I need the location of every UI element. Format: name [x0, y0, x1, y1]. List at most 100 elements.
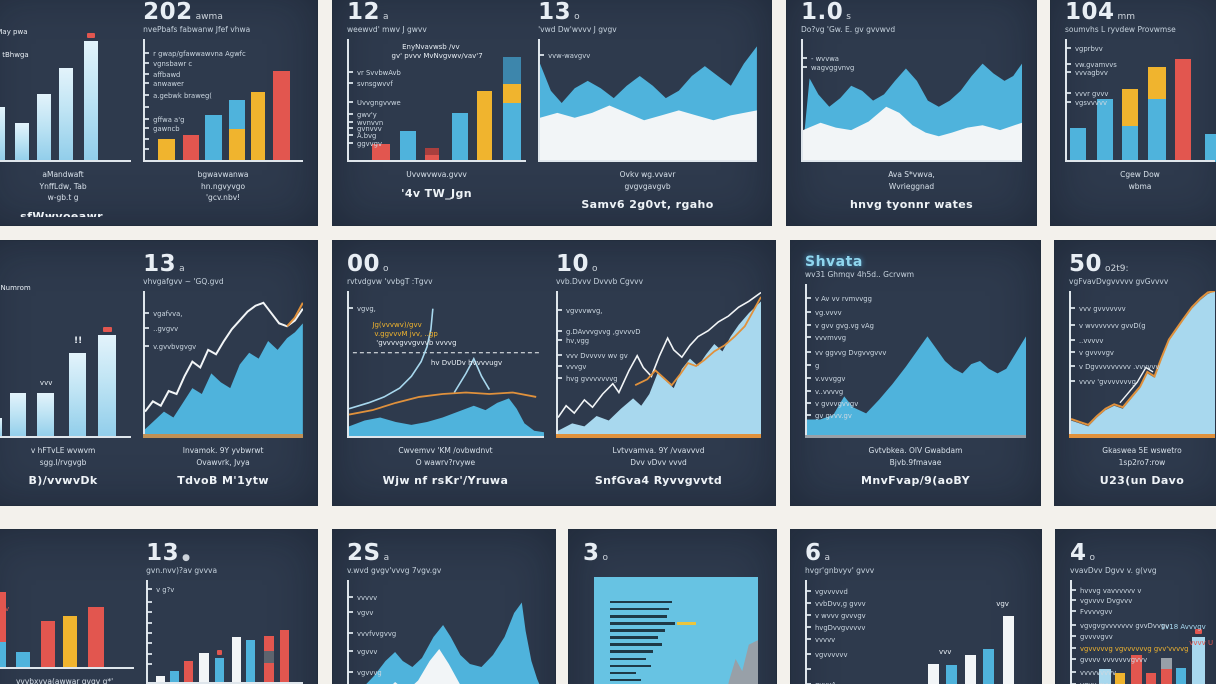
axis-tick-label: vvvmvvg — [815, 333, 847, 342]
bar-segment-red — [264, 663, 274, 684]
axis-tick-mark — [556, 338, 562, 341]
axis-tick-label: vg.vvvv — [815, 309, 842, 318]
dashboard-card-r1d[interactable]: 104 mm soumvhs L ryvdew Provwmse vgprbvv vw.… — [1050, 0, 1216, 226]
chart-subtitle-line: rvtvdgvw 'vvbgT :Tgvv — [347, 277, 433, 286]
bar-segment-blue — [245, 640, 255, 684]
bar-segment-blue — [1204, 133, 1216, 162]
axis-tick-mark — [144, 327, 150, 330]
bar — [63, 616, 78, 669]
axis-tick-label: g.DAvvvgvvg ,gvvvvD — [565, 328, 641, 337]
chart-number-suffix: a — [824, 553, 831, 563]
dashboard-card-r3e[interactable]: 4 o vvavDvv Dgvv v. g(vvg hvvvg vavvvvvv v v… — [1055, 529, 1216, 684]
x-axis-line — [555, 434, 761, 438]
area-layer-white — [540, 105, 757, 162]
bar-segment-red — [264, 636, 274, 651]
axis-tick-label: vgsvvvvv — [1075, 98, 1107, 107]
chart-big-number: 00 — [347, 251, 381, 277]
bar-segment-darkred — [425, 148, 440, 155]
bar-segment-grad — [68, 353, 87, 438]
chart-subtitle: v.wvd gvgv'vvvg 7vgv.gv — [347, 566, 541, 577]
chart-plot: vgafvva, ..gvgvv v.gvvbvgvgv — [143, 290, 303, 438]
chart-annotation: vvv — [939, 648, 952, 657]
dashboard-card-r3b[interactable]: 2S a v.wvd gvgv'vvvg 7vgv.gv vvvvv vgvv vvvfv… — [332, 529, 556, 684]
dashboard-card-r3d[interactable]: 6 a hvgr'gnbvyv' gvvv vgvvvvvd vvbDvv,g gvvv… — [790, 529, 1042, 684]
bar — [0, 107, 5, 162]
bar-segment-white — [928, 663, 939, 684]
dashboard-card-r1a[interactable]: May pwa s tBhwga aMandwaft YnffLdw, Tab w-gb… — [0, 0, 318, 226]
bar — [0, 592, 7, 669]
axis-tick-mark — [802, 56, 807, 59]
bar — [1002, 615, 1014, 684]
axis-tick-label: gvvvA — [815, 681, 836, 684]
slide-text-segment — [677, 622, 697, 625]
slide-panel — [593, 576, 759, 684]
chart-header: 12 a weewvd' mwv J gwvv — [347, 0, 526, 36]
axis-tick-label: v.vvvggv — [815, 375, 846, 384]
axis-tick-mark — [144, 137, 150, 140]
axis-tick-mark — [147, 652, 153, 655]
chart-subtitle-line: vvavDvv Dgvv v. g(vvg — [1070, 566, 1157, 575]
bar — [83, 41, 99, 162]
chart-big-number: 104 — [1065, 0, 1115, 25]
axis-tick-mark — [348, 113, 353, 116]
axis-tick-mark — [144, 72, 150, 75]
axis-tick-label: vgvv gvv — [1080, 681, 1111, 684]
bar-segment-blue — [0, 642, 7, 669]
bar — [245, 640, 255, 684]
chart-number-suffix: a — [179, 264, 185, 274]
dashboard-card-r2b[interactable]: 00 o rvtvdgvw 'vvbgT :Tgvv vgvg, Jg(vvvwv)/g… — [332, 240, 776, 506]
chart-header: 1.0 s Do?vg 'Gw. E. gv gvvwvd — [801, 0, 1022, 36]
dashboard-card-r2d[interactable]: 50 o2t9: vgFvavDvgvvvvv gvGvvvv vvv gvvvvvv… — [1054, 240, 1216, 506]
axis-tick-mark — [1070, 306, 1075, 309]
axis-tick-label: hvg gvvvvvvvg — [565, 375, 618, 384]
axis-tick-label: Fvvvvgvv — [1080, 608, 1113, 617]
axis-tick-label: vvv Dvvvvv wv gv — [565, 351, 628, 360]
chart-number-suffix: o — [1089, 553, 1096, 563]
chart-big-number: 13 — [146, 540, 180, 566]
area-layer-paleblue — [557, 301, 761, 438]
bar-segment-white — [155, 675, 166, 684]
dashboard-card-r2c[interactable]: Shvata wv31 Ghmqv 4h5d.. Gcrvwm v Av vv rv… — [790, 240, 1041, 506]
axis-tick-label: gawncb — [153, 124, 180, 133]
slide-text-line — [610, 664, 651, 668]
dashboard-card-r3a[interactable]: gvv vvvbxvva(awwar gvgv g*'vg C?vwv(vvg A… — [0, 529, 318, 684]
chart-bar: 202 awma nvePbafs fabwanw Jfef vhwa r gwap/… — [143, 0, 303, 217]
card-charts: Shvata wv31 Ghmqv 4h5d.. Gcrvwm v Av vv rv… — [805, 251, 1026, 497]
chart-canvas — [557, 291, 761, 438]
axis-tick-label: v wvvv gvvvgv — [815, 611, 866, 620]
chart-subtitle: wv31 Ghmqv 4h5d.. Gcrvwm — [805, 270, 1026, 281]
bar — [37, 94, 51, 162]
slide-text-line — [610, 607, 670, 611]
chart-caption-line: aMandwaft — [42, 170, 84, 179]
axis-tick-label: a.gebwk braweg( — [153, 91, 212, 100]
axis-tick-label: gvvvv vvvvvvvgvvv — [1080, 655, 1148, 664]
chart-plot: Numrom vvv!! — [0, 284, 132, 438]
chart-captions: Invamok. 9Y yvbwrwt Ovawvrk, Jvya TdvoB M'… — [143, 438, 303, 497]
axis-tick-mark — [348, 631, 353, 634]
axis-tick-mark — [1070, 350, 1075, 353]
bar — [476, 90, 493, 162]
chart-caption-title: sfWwvoeawr. — [20, 209, 106, 217]
axis-tick-label: gvvvvgvv — [1080, 632, 1113, 641]
chart-subtitle: soumvhs L ryvdew Provwmse — [1065, 25, 1215, 36]
axis-tick-mark — [1070, 338, 1075, 341]
chart-caption-line: wbma — [1128, 181, 1152, 191]
bar-segment-red — [425, 154, 440, 162]
chart-captions: bgwavwanwa hn.ngvyvgo 'gcv.nbv! — [143, 162, 303, 217]
chart-annotation: EnyNvavwsb /vv — [402, 43, 460, 52]
axis-tick-label: vr SvvbwAvb — [357, 69, 401, 78]
chart-subtitle-line: vvb.Dvvv Dvvvb Cgvvv — [555, 277, 644, 286]
chart-canvas — [349, 291, 544, 438]
dashboard-card-r1c[interactable]: 1.0 s Do?vg 'Gw. E. gv gvvwvd - wvvwa wagvgg… — [786, 0, 1037, 226]
bar — [425, 148, 440, 162]
card-charts: gvv vvvbxvva(awwar gvgv g*'vg C?vwv(vvg A… — [0, 540, 303, 684]
chart-caption-line: O wawrv?rvywe — [415, 457, 476, 467]
bar-segment-white — [231, 637, 242, 684]
chart-canvas — [366, 602, 540, 684]
dashboard-card-r2a[interactable]: Numrom vvv!! v hFTvLE wvwvm sgg.l/rvgvgb B)/… — [0, 240, 318, 506]
series-line-white — [558, 292, 761, 417]
dashboard-card-r1b[interactable]: 12 a weewvd' mwv J gwvv vr SvvbwAvb svnsgwvv… — [332, 0, 772, 226]
chart-area: Shvata wv31 Ghmqv 4h5d.. Gcrvwm v Av vv rv… — [805, 251, 1026, 497]
